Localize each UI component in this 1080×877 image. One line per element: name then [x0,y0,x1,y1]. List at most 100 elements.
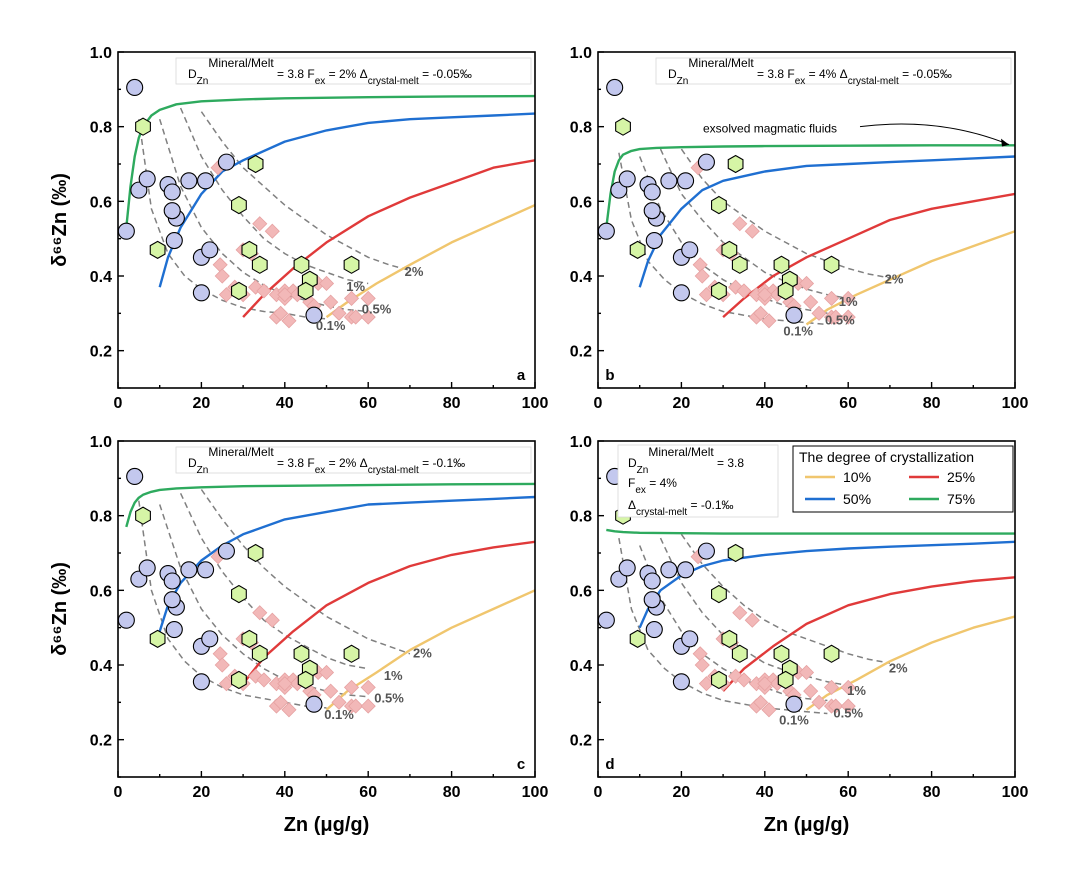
x-tick-label: 80 [923,784,941,801]
y-tick-label: 1.0 [570,434,592,451]
isopleth-label-1%: 1% [839,294,858,309]
circle-point [197,561,215,579]
x-tick-label: 40 [276,395,294,412]
diamond-point [256,283,272,299]
y-tick-label: 0.4 [90,658,112,675]
isopleth-1% [179,492,369,670]
x-tick-label: 20 [673,784,691,801]
curve-10% [325,204,535,319]
curve-50% [158,495,535,632]
diamond-point [348,698,364,714]
hexagon-point [231,281,247,301]
diamond-point [277,287,293,303]
diamond-point [840,309,856,325]
diamond-point [798,664,815,681]
diamond-point [840,679,856,695]
fluid-label: exsolved magmatic fluids [703,122,837,136]
circle-point [180,172,198,190]
hexagon-point [247,543,264,563]
x-tick-label: 0 [114,395,123,412]
x-tick-label: 100 [522,395,549,412]
isopleth-2% [680,148,891,279]
circle-point [217,542,235,560]
curve-75% [125,482,535,528]
diamond-point [744,223,760,239]
diamond-point [318,275,335,292]
circle-point [192,673,210,691]
hexagon-point [731,644,748,663]
curve-10% [325,589,535,711]
circle-point [165,620,183,639]
legend-box [792,445,1014,513]
diamond-point [273,305,289,321]
y-tick-label: 0.6 [90,583,112,600]
isopleth-label-1%: 1% [847,683,866,698]
curve-50% [158,112,535,288]
panel-a: 2% 1% 0.5% 0.1% 0 20 40 60 80 100 0.2 0.4 0.6 0.8 1.0 a… [49,45,548,412]
x-tick-label: 40 [276,784,294,801]
plot-area [118,78,535,329]
y-tick-label: 0.8 [90,120,112,137]
isopleth-label-0.1%: 0.1% [316,318,346,333]
isopleth-label-0.1%: 0.1% [324,707,354,722]
y-tick-label: 0.4 [570,658,592,675]
hexagon-point [731,255,748,274]
diamond-point [212,646,228,662]
y-tick-label: 0.8 [570,120,592,137]
isopleth-2% [200,111,411,272]
legend-label: 75% [947,491,975,507]
isopleth-2% [680,533,891,664]
hexagon-point [247,154,264,174]
circle-point [598,611,615,629]
x-tick-label: 80 [443,784,461,801]
hexagon-point [135,506,151,525]
circle-point [643,572,661,590]
circle-point [660,172,678,190]
y-tick-label: 1.0 [90,45,112,62]
hexagon-point [231,195,247,215]
diamond-point [323,294,339,310]
circle-point [126,467,144,486]
hexagon-point [777,670,794,690]
hexagon-point [293,255,310,274]
hexagon-point [777,281,794,301]
diamond-point [828,309,844,325]
legend-title: The degree of crystallization [799,449,974,465]
hexagon-point [711,195,727,215]
x-tick-label: 60 [839,395,857,412]
curve-50% [638,540,1015,629]
x-tick-label: 20 [673,395,691,412]
y-tick-label: 1.0 [90,434,112,451]
diamond-point [273,694,289,710]
circle-point [118,611,135,629]
isopleth-label-2%: 2% [885,271,904,286]
diamond-point [811,305,827,321]
circle-point [163,591,181,609]
annotation-text: Fex = 4% [628,476,677,496]
isopleth-label-0.5%: 0.5% [374,690,404,705]
circle-point [192,284,210,302]
curve-75% [606,528,1015,535]
diamond-point [753,305,769,321]
hexagon-point [293,644,310,663]
circle-point [201,630,219,648]
circle-point [180,561,198,579]
hexagon-point [629,629,646,649]
diamond-point [331,694,347,710]
circle-point [217,153,235,171]
circle-point [672,673,690,691]
x-tick-label: 40 [756,395,774,412]
diamond-point [214,268,230,284]
curve-25% [722,576,1015,692]
circle-point [645,231,663,250]
circle-point [643,202,661,220]
plot-area [118,467,535,718]
diamond-point [348,309,364,325]
diamond-point [753,694,769,710]
hexagon-point [721,629,738,649]
hexagon-point [823,255,840,274]
legend-label: 25% [947,469,975,485]
x-axis-title: Zn (μg/g) [284,814,370,836]
circle-point [645,620,663,639]
